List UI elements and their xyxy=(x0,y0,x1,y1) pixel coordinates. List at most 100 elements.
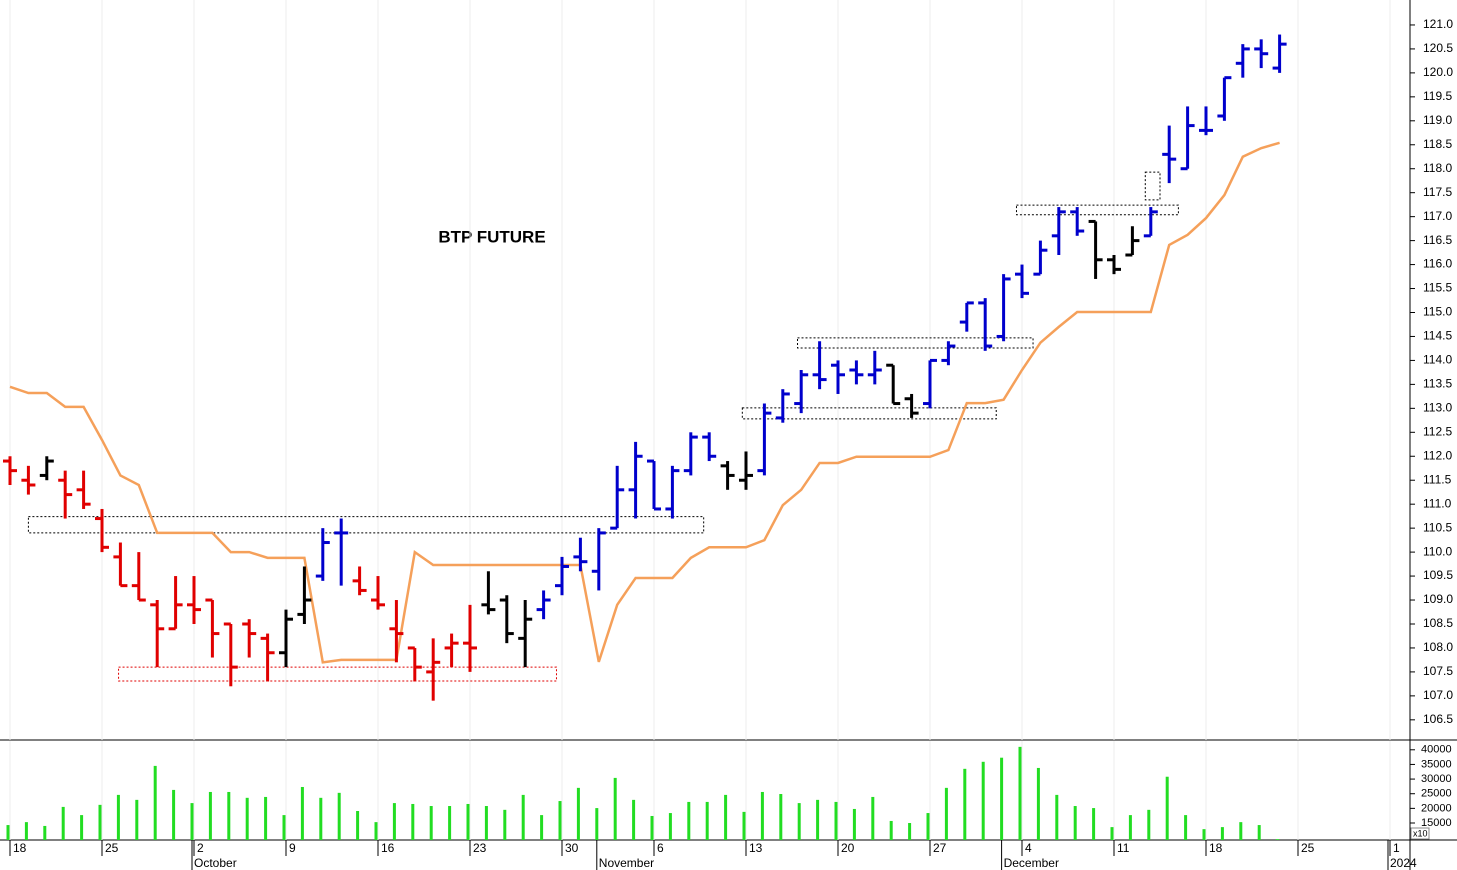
y-tick-label: 119.0 xyxy=(1423,113,1452,127)
volume-bar xyxy=(392,803,396,840)
chart-title: BTP FUTURE xyxy=(438,227,545,246)
volume-bar xyxy=(742,811,746,840)
volume-bar xyxy=(613,777,617,840)
volume-bar xyxy=(1073,806,1077,840)
volume-bar xyxy=(1036,767,1040,840)
volume-bar xyxy=(908,823,912,840)
y-tick-label: 110.0 xyxy=(1423,544,1452,558)
volume-bar xyxy=(724,794,728,840)
zone xyxy=(797,337,1034,349)
volume-bar xyxy=(282,815,286,840)
volume-bar xyxy=(1018,746,1022,840)
y-tick-label: 108.5 xyxy=(1423,616,1453,630)
volume-bar xyxy=(926,813,930,840)
y-tick-label: 112.5 xyxy=(1423,424,1452,438)
month-label: November xyxy=(599,856,654,870)
volume-bar xyxy=(1055,794,1059,840)
month-label: 2024 xyxy=(1390,856,1417,870)
volume-bar xyxy=(6,825,10,840)
y-tick-label: 115.5 xyxy=(1423,281,1452,295)
volume-bar xyxy=(1184,815,1188,840)
volume-bar xyxy=(43,825,47,840)
volume-bar xyxy=(503,809,507,840)
volume-bar xyxy=(1165,776,1169,840)
volume-bar xyxy=(208,791,212,840)
y-tick-label: 109.5 xyxy=(1423,568,1453,582)
volume-bar xyxy=(760,791,764,840)
volume-bar xyxy=(1000,757,1004,840)
volume-bar xyxy=(98,804,102,840)
volume-bar xyxy=(448,806,452,840)
y-tick-label: 107.5 xyxy=(1423,664,1453,678)
x-tick-label: 18 xyxy=(13,841,27,855)
y-tick-label: 120.0 xyxy=(1423,65,1453,79)
y-tick-label: 118.0 xyxy=(1423,161,1452,175)
x-tick-label: 13 xyxy=(749,841,763,855)
volume-bar xyxy=(24,822,28,840)
y-tick-label: 117.5 xyxy=(1423,185,1452,199)
zone xyxy=(1015,204,1179,216)
volume-bar xyxy=(1092,808,1096,840)
volume-bar xyxy=(356,811,360,840)
volume-bar xyxy=(889,820,893,840)
volume-bar xyxy=(1257,825,1261,840)
y-tick-label: 112.0 xyxy=(1423,448,1452,462)
volume-bar xyxy=(264,796,268,840)
x-tick-label: 25 xyxy=(1301,841,1315,855)
volume-bar xyxy=(981,761,985,840)
y-tick-label: 106.5 xyxy=(1423,712,1453,726)
zone xyxy=(1144,171,1161,201)
volume-bar xyxy=(61,806,65,840)
volume-bar xyxy=(521,794,525,840)
volume-bar xyxy=(337,792,341,840)
scale-label: x10 xyxy=(1413,828,1428,838)
y-tick-label: 35000 xyxy=(1421,758,1452,770)
y-tick-label: 113.0 xyxy=(1423,401,1452,415)
volume-bar xyxy=(595,808,599,840)
y-tick-label: 121.0 xyxy=(1423,17,1453,31)
y-tick-label: 120.5 xyxy=(1423,41,1453,55)
scale-box xyxy=(1410,827,1430,840)
volume-bar xyxy=(797,803,801,840)
y-tick-label: 107.0 xyxy=(1423,688,1453,702)
x-tick-label: 9 xyxy=(289,841,296,855)
x-tick-label: 4 xyxy=(1025,841,1032,855)
volume-bar xyxy=(411,803,415,840)
volume-bar xyxy=(245,797,249,840)
volume-bar xyxy=(871,796,875,840)
y-tick-label: 30000 xyxy=(1421,773,1452,785)
stop-line xyxy=(9,141,1280,664)
volume-bar xyxy=(944,787,948,840)
volume-bar xyxy=(135,799,139,840)
volume-bar xyxy=(852,808,856,840)
volume-bar xyxy=(116,794,120,840)
y-tick-label: 109.0 xyxy=(1423,592,1453,606)
y-tick-label: 111.5 xyxy=(1423,472,1452,486)
x-tick-label: 18 xyxy=(1209,841,1223,855)
y-tick-label: 115.0 xyxy=(1423,305,1452,319)
volume-bar xyxy=(687,801,691,840)
volume-bar xyxy=(172,789,176,840)
zone xyxy=(741,407,997,420)
x-tick-label: 1 xyxy=(1393,841,1400,855)
volume-bar xyxy=(1147,809,1151,840)
y-tick-label: 119.5 xyxy=(1423,89,1452,103)
y-tick-label: 114.5 xyxy=(1423,329,1452,343)
x-tick-label: 16 xyxy=(381,841,395,855)
y-tick-label: 114.0 xyxy=(1423,353,1452,367)
y-tick-label: 20000 xyxy=(1421,802,1452,814)
volume-bar xyxy=(632,799,636,840)
y-tick-label: 25000 xyxy=(1421,788,1452,800)
x-tick-label: 11 xyxy=(1117,841,1130,855)
x-tick-label: 2 xyxy=(197,841,204,855)
volume-bar xyxy=(429,806,433,840)
volume-bar xyxy=(484,806,488,840)
volume-bar xyxy=(153,765,157,840)
volume-bar xyxy=(300,786,304,840)
zone xyxy=(118,666,557,682)
y-tick-label: 117.0 xyxy=(1423,209,1452,223)
y-tick-label: 113.5 xyxy=(1423,377,1452,391)
volume-bar xyxy=(558,801,562,840)
